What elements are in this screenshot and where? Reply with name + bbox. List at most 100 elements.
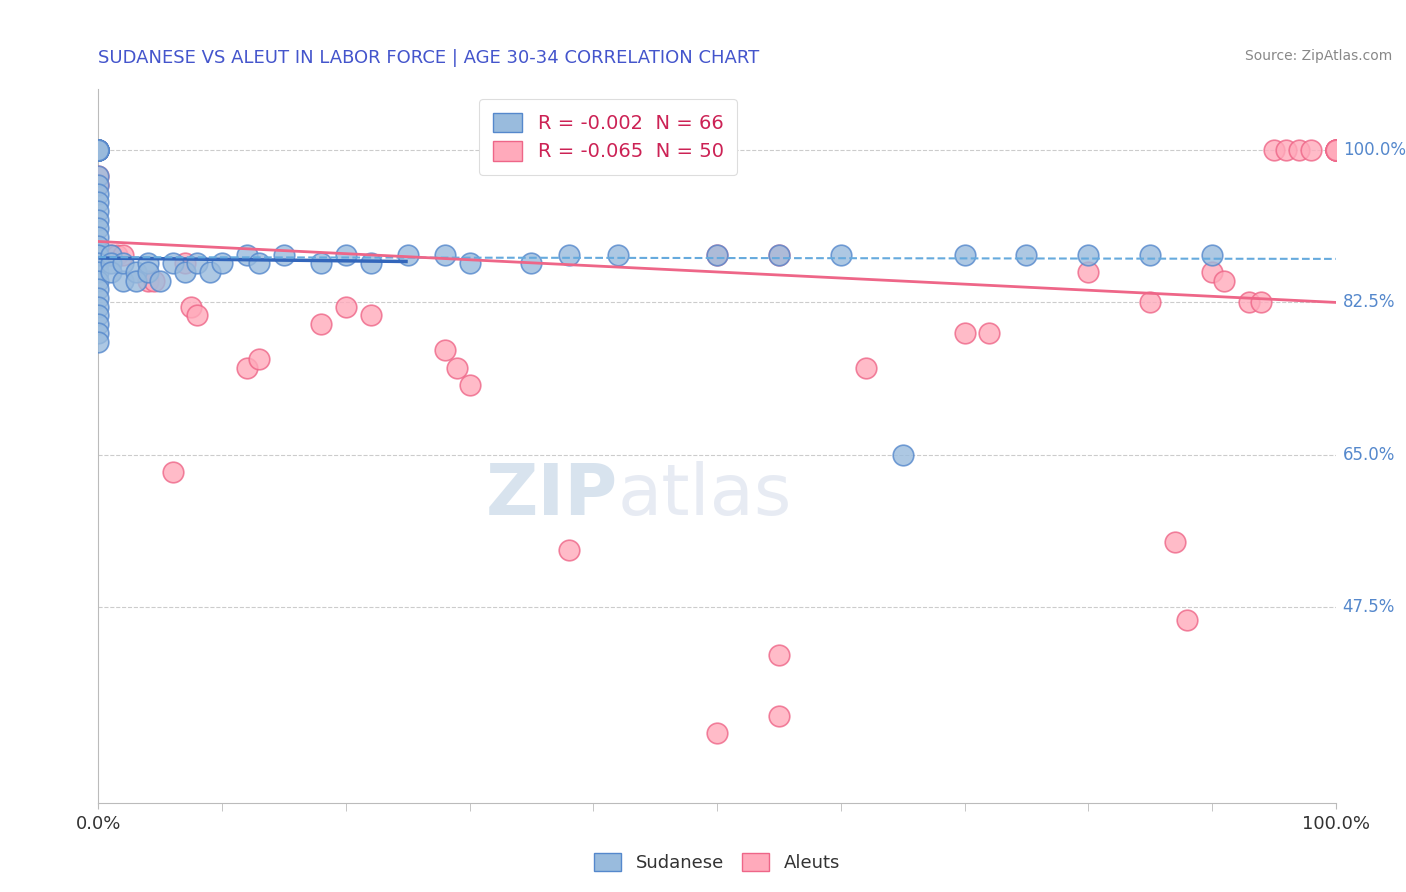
Point <box>433 247 456 261</box>
Point <box>706 726 728 740</box>
Point <box>768 247 790 261</box>
Point <box>557 543 579 558</box>
Point <box>198 265 221 279</box>
Point <box>335 300 357 314</box>
Point <box>87 239 110 253</box>
Point <box>1299 143 1322 157</box>
Point <box>87 317 110 331</box>
Point <box>1324 143 1347 157</box>
Point <box>335 247 357 261</box>
Point <box>557 247 579 261</box>
Point <box>87 169 110 184</box>
Text: SUDANESE VS ALEUT IN LABOR FORCE | AGE 30-34 CORRELATION CHART: SUDANESE VS ALEUT IN LABOR FORCE | AGE 3… <box>98 49 759 67</box>
Point <box>105 247 128 261</box>
Point <box>1324 143 1347 157</box>
Point <box>953 247 976 261</box>
Point <box>706 247 728 261</box>
Point <box>607 247 630 261</box>
Legend: Sudanese, Aleuts: Sudanese, Aleuts <box>586 846 848 880</box>
Point <box>1324 143 1347 157</box>
Point <box>1164 534 1187 549</box>
Point <box>1201 247 1223 261</box>
Point <box>162 465 184 479</box>
Point <box>87 291 110 305</box>
Point <box>1324 143 1347 157</box>
Point <box>112 247 135 261</box>
Point <box>87 143 110 157</box>
Point <box>124 274 146 288</box>
Point <box>1250 295 1272 310</box>
Point <box>112 256 135 270</box>
Point <box>87 195 110 210</box>
Point <box>396 247 419 261</box>
Point <box>87 334 110 349</box>
Point <box>87 143 110 157</box>
Point <box>87 256 110 270</box>
Text: 82.5%: 82.5% <box>1343 293 1395 311</box>
Point <box>87 143 110 157</box>
Point <box>309 317 332 331</box>
Point <box>87 143 110 157</box>
Point <box>143 274 166 288</box>
Point <box>520 256 543 270</box>
Point <box>162 256 184 270</box>
Point <box>87 143 110 157</box>
Point <box>87 247 110 261</box>
Point <box>1175 613 1198 627</box>
Point <box>87 265 110 279</box>
Text: 100.0%: 100.0% <box>1343 141 1406 159</box>
Point <box>830 247 852 261</box>
Text: atlas: atlas <box>619 461 793 531</box>
Point <box>87 143 110 157</box>
Point <box>1077 247 1099 261</box>
Point <box>87 309 110 323</box>
Point <box>100 247 122 261</box>
Point <box>236 247 259 261</box>
Point <box>149 274 172 288</box>
Point <box>1213 274 1236 288</box>
Point <box>87 212 110 227</box>
Point <box>174 256 197 270</box>
Point <box>433 343 456 358</box>
Text: Source: ZipAtlas.com: Source: ZipAtlas.com <box>1244 49 1392 63</box>
Point <box>87 178 110 192</box>
Point <box>768 247 790 261</box>
Point <box>891 448 914 462</box>
Point <box>706 247 728 261</box>
Point <box>979 326 1001 340</box>
Point <box>247 351 270 366</box>
Point <box>273 247 295 261</box>
Point <box>87 143 110 157</box>
Point <box>458 378 481 392</box>
Point <box>87 143 110 157</box>
Point <box>87 143 110 157</box>
Point <box>309 256 332 270</box>
Point <box>87 143 110 157</box>
Point <box>87 143 110 157</box>
Point <box>1139 295 1161 310</box>
Point <box>87 143 110 157</box>
Point <box>112 274 135 288</box>
Point <box>100 256 122 270</box>
Text: 47.5%: 47.5% <box>1343 598 1395 616</box>
Point <box>1263 143 1285 157</box>
Point <box>136 265 159 279</box>
Point <box>87 186 110 201</box>
Point <box>211 256 233 270</box>
Point <box>247 256 270 270</box>
Point <box>100 265 122 279</box>
Point <box>360 256 382 270</box>
Point <box>87 143 110 157</box>
Point <box>87 143 110 157</box>
Point <box>124 265 146 279</box>
Point <box>87 204 110 219</box>
Point <box>87 230 110 244</box>
Point <box>1288 143 1310 157</box>
Point <box>174 265 197 279</box>
Point <box>236 360 259 375</box>
Point <box>87 169 110 184</box>
Point <box>1077 265 1099 279</box>
Point <box>1324 143 1347 157</box>
Text: 65.0%: 65.0% <box>1343 446 1395 464</box>
Point <box>1324 143 1347 157</box>
